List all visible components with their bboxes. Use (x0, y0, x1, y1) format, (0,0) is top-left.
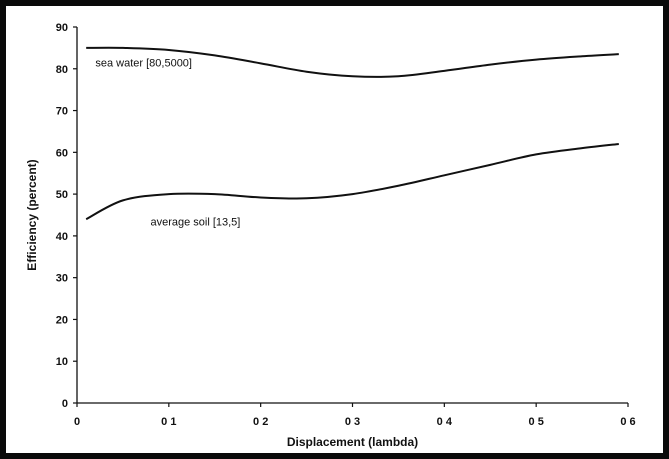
x-axis-title: Displacement (lambda) (287, 435, 418, 449)
series-annotation-average-soil: average soil [13,5] (150, 216, 240, 228)
x-tick-label: 0 5 (529, 416, 544, 428)
annotations: sea water [80,5000] average soil [13,5] (95, 58, 240, 229)
y-tick-label: 40 (56, 231, 68, 243)
series-line-average-soil (85, 142, 619, 221)
y-tick-label: 30 (56, 273, 68, 285)
x-tick-label: 0 2 (253, 416, 268, 428)
y-tick-label: 0 (62, 398, 68, 410)
x-tick-label: 0 1 (161, 416, 176, 428)
y-tick-label: 50 (56, 189, 68, 201)
x-tick-label: 0 4 (437, 416, 453, 428)
y-tick-label: 20 (56, 314, 68, 326)
x-tick-label: 0 3 (345, 416, 360, 428)
y-tick-label: 80 (56, 64, 68, 76)
x-tick-label: 0 6 (620, 416, 635, 428)
y-axis-title: Efficiency (percent) (25, 159, 39, 270)
y-axis-ticks: 0 10 20 30 40 50 60 70 80 90 (56, 22, 77, 410)
y-tick-label: 10 (56, 356, 68, 368)
series-lines (85, 46, 619, 221)
x-axis-ticks: 0 0 1 0 2 0 3 0 4 0 5 0 6 (74, 403, 636, 428)
series-line-sea-water (86, 46, 619, 78)
x-tick-label: 0 (74, 416, 80, 428)
y-tick-label: 90 (56, 22, 68, 34)
y-tick-label: 60 (56, 147, 68, 159)
y-tick-label: 70 (56, 106, 68, 118)
series-annotation-sea-water: sea water [80,5000] (95, 58, 192, 70)
